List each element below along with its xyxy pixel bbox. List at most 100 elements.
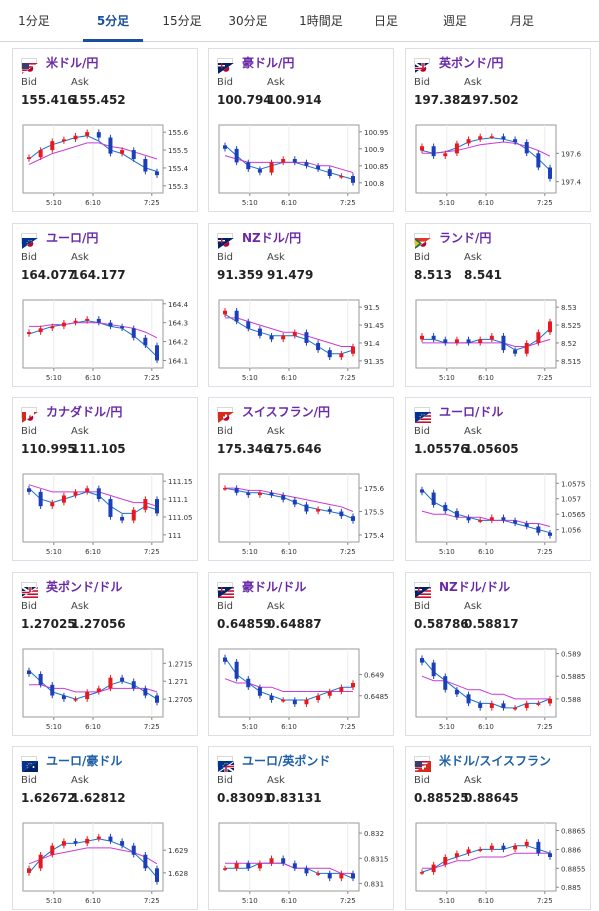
candle-body [548,321,552,333]
y-tick-label: 0.885 [561,884,581,892]
mini-chart: 0.649 0.6485 5:10 6:10 7:25 [218,648,389,731]
y-tick-label: 155.4 [168,165,189,173]
rate-card[interactable]: 英ポンド/円 Bid Ask 197.382 197.502 197.6 197.4 5:10… [405,48,591,212]
pair-name[interactable]: 米ドル/スイスフラン [439,754,552,768]
candle-body [327,873,332,879]
pair-name[interactable]: 豪ドル/円 [242,56,295,70]
candle-body [73,699,78,701]
tab-3[interactable]: 15分足 [162,14,202,28]
candle-body [96,318,101,323]
tab-8[interactable]: 月足 [509,14,534,28]
pair-name[interactable]: ユーロ/ドル [439,405,504,419]
eu-us-flag-icon [414,407,431,423]
rate-card[interactable]: 米ドル/スイスフラン Bid Ask 0.88525 0.88645 0.8865 0.88… [405,746,591,910]
candle-body [85,132,90,136]
rate-card[interactable]: NZドル/円 Bid Ask 91.359 91.479 91.5 91.45 91.4 91.… [208,223,394,387]
tab-2[interactable]: 5分足 [83,0,143,42]
tab-5[interactable]: 1時間足 [299,14,343,28]
rate-card[interactable]: 英ポンド/ドル Bid Ask 1.27025 1.27056 1.2715 1.271 1.… [12,572,198,736]
mini-chart: 197.6 197.4 5:10 6:10 7:25 [415,124,582,207]
au-jp-flag-icon [217,58,234,74]
candle-body [131,150,136,159]
bid-label: Bid [217,426,233,437]
rate-card[interactable]: 米ドル/円 Bid Ask 155.416 155.452 155.6 155.5 155.4… [12,48,198,212]
ask-label: Ask [71,426,89,437]
tab-4[interactable]: 30分足 [228,14,268,28]
bid-label: Bid [414,426,430,437]
ask-value: 0.58817 [464,617,519,631]
candle-body [420,872,424,874]
tab-6[interactable]: 日足 [373,14,398,28]
pair-name[interactable]: 米ドル/円 [46,56,99,70]
candle-body [27,670,31,675]
candle-body [304,868,309,874]
rate-card[interactable]: ユーロ/英ポンド Bid Ask 0.83091 0.83131 0.832 0.8315 0… [208,746,394,910]
ask-label: Ask [267,77,285,88]
pair-name[interactable]: スイスフラン/円 [242,405,331,419]
ask-value: 0.64887 [267,617,322,631]
bid-label: Bid [21,775,37,786]
rate-card[interactable]: ユーロ/円 Bid Ask 164.077 164.177 164.4 164.3 164.2… [12,223,198,387]
y-tick-label: 8.515 [561,358,581,366]
y-tick-label: 91.5 [364,304,380,312]
pair-name[interactable]: ユーロ/英ポンド [242,754,331,768]
x-tick-label: 7:25 [144,897,160,905]
tab-1[interactable]: 1分足 [18,14,50,28]
ask-label: Ask [464,775,482,786]
candle-body [420,146,424,151]
candle-body [246,162,251,170]
rate-card[interactable]: カナダドル/円 Bid Ask 110.995 111.105 111.15 111.1 11… [12,397,198,561]
x-tick-label: 7:25 [340,723,356,731]
ch-jp-flag-icon [217,407,234,423]
rate-card[interactable]: ユーロ/ドル Bid Ask 1.05576 1.05605 1.0575 1.057 1.0… [405,397,591,561]
x-tick-label: 7:25 [537,723,553,731]
y-tick-label: 100.85 [364,163,389,171]
y-tick-label: 91.45 [364,322,384,330]
candle-body [73,491,78,496]
candle-body [513,520,518,524]
ask-label: Ask [71,252,89,263]
candle-body [304,700,309,705]
candle-body [339,687,344,692]
candle-body [143,499,148,510]
eu-au-flag-icon [21,756,38,772]
candle-body [466,139,471,144]
rate-card[interactable]: ランド/円 Bid Ask 8.513 8.541 8.53 8.525 8.52 8.515 5… [405,223,591,387]
rate-card[interactable]: 豪ドル/ドル Bid Ask 0.64859 0.64887 0.649 0.6485 5:1… [208,572,394,736]
x-tick-label: 6:10 [281,374,297,382]
rate-card[interactable]: スイスフラン/円 Bid Ask 175.346 175.646 175.6 175.5 17… [208,397,394,561]
candle-body [443,504,448,512]
candle-body [316,509,321,512]
pair-name[interactable]: ユーロ/豪ドル [46,754,123,768]
x-tick-label: 5:10 [46,199,62,207]
candle-body [420,658,424,663]
pair-name[interactable]: NZドル/ドル [439,580,511,594]
tab-7[interactable]: 週足 [442,14,467,28]
candle-body [351,176,355,183]
x-tick-label: 6:10 [85,199,101,207]
candle-body [443,153,448,157]
candle-body [478,136,483,140]
pair-name[interactable]: ユーロ/円 [46,231,99,245]
mini-chart: 100.95 100.9 100.85 100.8 5:10 6:10 7:25 [218,124,389,207]
pair-name[interactable]: カナダドル/円 [46,405,123,419]
pair-name[interactable]: ランド/円 [439,231,492,245]
pair-name[interactable]: NZドル/円 [242,231,302,245]
pair-name[interactable]: 豪ドル/ドル [242,580,307,594]
bid-label: Bid [414,77,430,88]
candle-body [524,142,529,154]
ma-short-line [224,487,354,520]
rate-card[interactable]: 豪ドル/円 Bid Ask 100.794 100.914 100.95 100.9 100.… [208,48,394,212]
x-tick-label: 7:25 [340,548,356,556]
pair-name[interactable]: 英ポンド/円 [439,56,504,70]
candle-body [501,335,506,351]
pair-name[interactable]: 英ポンド/ドル [46,580,123,594]
candle-body [120,841,125,846]
x-tick-label: 7:25 [144,199,160,207]
ask-label: Ask [71,601,89,612]
rate-card[interactable]: ユーロ/豪ドル Bid Ask 1.62672 1.62812 1.629 1.628 5:1… [12,746,198,910]
rate-card[interactable]: NZドル/ドル Bid Ask 0.58786 0.58817 0.589 0.5885 0.… [405,572,591,736]
candle-body [351,683,355,688]
candle-body [339,176,344,178]
bid-value: 110.995 [21,442,76,456]
